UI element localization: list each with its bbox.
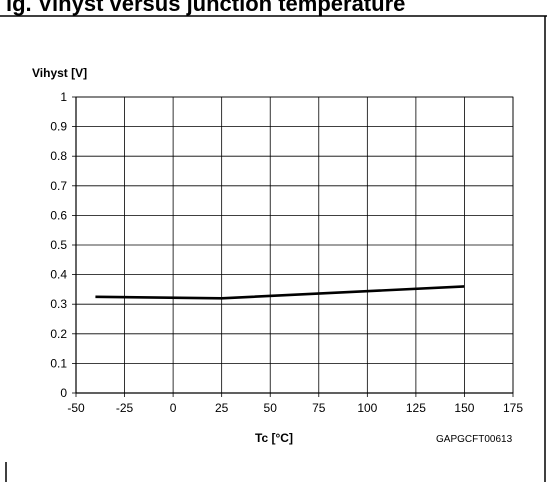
- plot-area-border: [75, 96, 514, 394]
- grid-layer: [76, 96, 514, 393]
- x-tick-label: 150: [454, 401, 474, 415]
- x-tick-label: 0: [170, 401, 177, 415]
- y-tick-label: 1: [60, 90, 67, 104]
- y-tick-label: 0.5: [50, 238, 67, 252]
- tick-label-layer: -50 -25 0 25 50 75 100 125 150 175 0 0.1 0.2 0.3 0.4 0.…: [50, 90, 523, 415]
- x-tick-label: 50: [264, 401, 278, 415]
- y-tick-label: 0.9: [50, 120, 67, 134]
- figure-code: GAPGCFT00613: [436, 434, 513, 445]
- series-line: [95, 285, 465, 300]
- y-tick-label: 0.4: [50, 268, 67, 282]
- figure-header: ig. Vihyst versus junction temperature: [6, 0, 406, 16]
- x-tick-label: 125: [406, 401, 426, 415]
- x-tick-label: -50: [67, 401, 85, 415]
- series-layer: [95, 285, 465, 300]
- x-tick-label: 175: [503, 401, 523, 415]
- y-tick-label: 0.2: [50, 327, 67, 341]
- y-tick-label: 0.6: [50, 208, 67, 222]
- x-tick-label: -25: [116, 401, 134, 415]
- axes-layer: [72, 96, 514, 397]
- y-tick-label: 0.1: [50, 356, 67, 370]
- y-tick-label: 0: [60, 386, 67, 400]
- y-axis-label: Vihyst [V]: [32, 66, 87, 80]
- x-tick-label: 25: [215, 401, 229, 415]
- x-tick-label: 100: [357, 401, 377, 415]
- x-tick-label: 75: [312, 401, 326, 415]
- y-tick-label: 0.8: [50, 149, 67, 163]
- y-tick-label: 0.3: [50, 297, 67, 311]
- x-axis-label: Tc [°C]: [255, 431, 293, 445]
- y-tick-label: 0.7: [50, 179, 67, 193]
